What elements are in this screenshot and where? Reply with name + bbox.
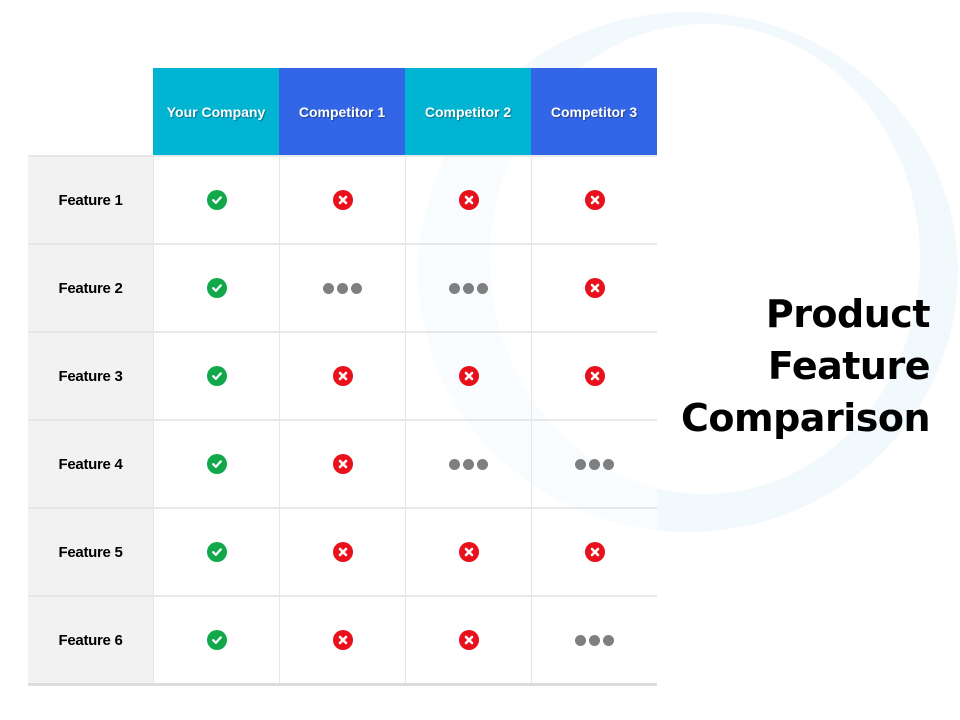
ellipsis-icon <box>449 458 488 470</box>
cell-competitor-2 <box>405 331 531 419</box>
cell-competitor-3 <box>531 595 657 683</box>
cell-your-company <box>153 331 279 419</box>
cell-your-company <box>153 419 279 507</box>
x-circle-icon <box>332 366 353 386</box>
cell-your-company <box>153 155 279 243</box>
cell-competitor-3 <box>531 419 657 507</box>
cell-competitor-3 <box>531 507 657 595</box>
cell-your-company <box>153 595 279 683</box>
page-title: Product Feature Comparison <box>681 288 930 444</box>
ellipsis-icon <box>575 458 614 470</box>
x-circle-icon <box>584 278 605 298</box>
x-circle-icon <box>584 366 605 386</box>
check-circle-icon <box>206 278 227 298</box>
cell-competitor-1 <box>279 419 405 507</box>
cell-competitor-2 <box>405 595 531 683</box>
cell-your-company <box>153 243 279 331</box>
cell-competitor-3 <box>531 155 657 243</box>
x-circle-icon <box>458 542 479 562</box>
x-circle-icon <box>332 454 353 474</box>
cell-competitor-2 <box>405 507 531 595</box>
x-circle-icon <box>458 630 479 650</box>
x-circle-icon <box>332 190 353 210</box>
ellipsis-icon <box>575 634 614 646</box>
comparison-table: Your Company Competitor 1 Competitor 2 C… <box>28 68 657 686</box>
cell-competitor-1 <box>279 331 405 419</box>
feature-label: Feature 3 <box>28 331 153 419</box>
cell-competitor-3 <box>531 243 657 331</box>
header-competitor-3: Competitor 3 <box>531 68 657 155</box>
cell-competitor-1 <box>279 595 405 683</box>
check-circle-icon <box>206 454 227 474</box>
title-line: Comparison <box>681 396 930 440</box>
cell-your-company <box>153 507 279 595</box>
x-circle-icon <box>332 630 353 650</box>
check-circle-icon <box>206 190 227 210</box>
x-circle-icon <box>584 542 605 562</box>
header-your-company: Your Company <box>153 68 279 155</box>
x-circle-icon <box>458 190 479 210</box>
x-circle-icon <box>584 190 605 210</box>
feature-label: Feature 6 <box>28 595 153 683</box>
title-line: Product <box>765 292 931 336</box>
ellipsis-icon <box>323 282 362 294</box>
header-competitor-1: Competitor 1 <box>279 68 405 155</box>
feature-label: Feature 2 <box>28 243 153 331</box>
check-circle-icon <box>206 542 227 562</box>
x-circle-icon <box>332 542 353 562</box>
cell-competitor-2 <box>405 243 531 331</box>
ellipsis-icon <box>449 282 488 294</box>
title-line: Feature <box>767 344 931 388</box>
cell-competitor-1 <box>279 243 405 331</box>
cell-competitor-3 <box>531 331 657 419</box>
header-competitor-2: Competitor 2 <box>405 68 531 155</box>
cell-competitor-2 <box>405 419 531 507</box>
x-circle-icon <box>458 366 479 386</box>
check-circle-icon <box>206 366 227 386</box>
feature-label: Feature 5 <box>28 507 153 595</box>
cell-competitor-2 <box>405 155 531 243</box>
feature-label: Feature 4 <box>28 419 153 507</box>
check-circle-icon <box>206 630 227 650</box>
cell-competitor-1 <box>279 507 405 595</box>
feature-label: Feature 1 <box>28 155 153 243</box>
cell-competitor-1 <box>279 155 405 243</box>
header-corner <box>28 68 153 155</box>
